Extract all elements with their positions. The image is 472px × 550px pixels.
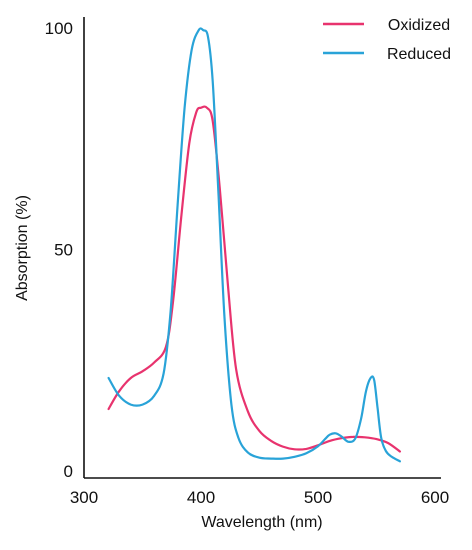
y-tick-label: 0 <box>64 462 73 481</box>
x-tick-label: 300 <box>70 488 98 507</box>
y-tick-labels: 0 50 100 <box>45 19 73 481</box>
legend-label-oxidized: Oxidized <box>388 17 450 34</box>
series-layer <box>107 27 401 463</box>
y-axis-label: Absorption (%) <box>14 195 31 301</box>
x-axis-label: Wavelength (nm) <box>201 514 322 531</box>
x-tick-labels: 300 400 500 600 <box>70 488 449 507</box>
legend-label-reduced: Reduced <box>387 46 451 63</box>
axes <box>83 17 441 479</box>
legend: Oxidized Reduced <box>323 17 451 63</box>
x-tick-label: 500 <box>304 488 332 507</box>
x-tick-label: 400 <box>187 488 215 507</box>
y-tick-label: 50 <box>54 241 73 260</box>
series-line-reduced <box>107 27 401 463</box>
y-tick-label: 100 <box>45 19 73 38</box>
series-line-oxidized <box>107 105 401 453</box>
x-tick-label: 600 <box>421 488 449 507</box>
